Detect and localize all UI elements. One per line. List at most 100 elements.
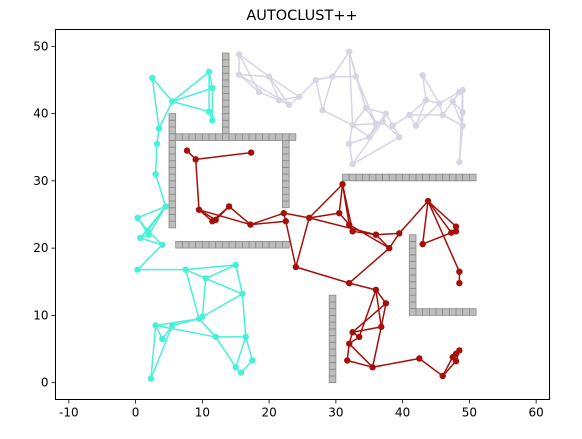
data-point [396, 133, 403, 141]
data-point [212, 216, 219, 224]
edge-line [184, 269, 200, 319]
data-point [459, 109, 466, 116]
obstacle-cell [175, 241, 183, 249]
data-point [346, 279, 353, 287]
obstacle-cell [408, 267, 417, 276]
obstacle-cell [221, 241, 230, 249]
edge-line [201, 278, 207, 317]
data-point [152, 322, 159, 329]
obstacle-cell [168, 167, 177, 175]
edge-line [352, 124, 370, 138]
obstacle-cell [408, 254, 417, 262]
data-point [265, 73, 273, 80]
obstacle-cell [221, 126, 230, 135]
data-point [346, 140, 353, 148]
x-tick-label: -10 [59, 406, 79, 420]
edge-line [322, 109, 353, 126]
data-point [319, 107, 326, 114]
data-point [346, 221, 353, 228]
obstacle-cell [328, 315, 337, 323]
y-tick-label: 10 [33, 308, 48, 322]
obstacle-cell [282, 241, 290, 249]
data-point [205, 68, 213, 76]
data-point [209, 84, 216, 92]
data-point [349, 121, 356, 129]
obstacle-cell [242, 133, 250, 141]
data-point [439, 372, 446, 380]
obstacle-cell [282, 160, 290, 168]
obstacle-cell [448, 173, 457, 182]
edge-line [140, 237, 163, 246]
obstacle-cell [208, 241, 217, 249]
edge-line [215, 336, 237, 368]
edge-line [150, 325, 157, 379]
data-point [147, 375, 155, 382]
data-point [372, 120, 380, 127]
x-tick-label: 0 [132, 406, 140, 420]
obstacle-cell [255, 133, 263, 141]
data-point [396, 230, 403, 237]
obstacle-cell [221, 93, 230, 101]
obstacles [168, 52, 477, 384]
obstacle-cell [468, 308, 477, 316]
edge-line [201, 293, 243, 318]
data-point [459, 86, 466, 94]
obstacle-cell [215, 241, 223, 249]
edge-line [235, 336, 247, 368]
obstacle-cell [221, 59, 230, 67]
obstacle-cell [248, 133, 257, 141]
obstacle-cell [328, 335, 337, 343]
obstacle-cell [408, 274, 417, 283]
data-point [389, 122, 396, 129]
obstacle-cell [168, 119, 177, 128]
data-point [339, 181, 346, 188]
data-point [378, 323, 385, 331]
obstacle-cell [382, 173, 390, 182]
obstacle-cell [168, 187, 177, 195]
edge-line [421, 75, 427, 101]
edge-line [438, 91, 460, 105]
edge-line [380, 303, 387, 327]
data-point [439, 111, 446, 119]
obstacle-cell [455, 308, 464, 316]
edge-line [268, 75, 300, 98]
x-tick-label: 20 [261, 406, 276, 420]
edge-line [427, 200, 457, 228]
x-axis: -10 0 10 20 30 40 50 60 [59, 399, 544, 420]
data-point [134, 214, 141, 222]
edge-line [375, 289, 383, 327]
data-point [285, 101, 293, 109]
obstacle-cell [435, 173, 444, 182]
obstacle-cell [408, 241, 417, 249]
edge-line [238, 54, 260, 93]
obstacle-cell [221, 106, 230, 114]
obstacle-cell [282, 153, 290, 162]
obstacle-cell [195, 133, 203, 141]
obstacle-cell [282, 193, 290, 202]
data-point [449, 98, 456, 105]
edge-line [155, 324, 216, 338]
edge-line [372, 357, 420, 368]
obstacle-cell [408, 308, 417, 316]
data-point [182, 266, 189, 273]
data-point [195, 315, 203, 322]
edge-line [245, 336, 254, 361]
obstacle-cell [408, 294, 417, 303]
edge-line [442, 114, 464, 127]
edge-line [421, 200, 429, 245]
edge-line [194, 159, 200, 210]
data-point [205, 108, 213, 115]
data-point [424, 197, 432, 205]
obstacle-cell [221, 119, 230, 128]
data-point [452, 228, 460, 235]
data-point [349, 329, 356, 336]
data-point [459, 122, 466, 129]
data-point [235, 51, 243, 58]
data-point [242, 333, 249, 341]
obstacle-cell [168, 126, 177, 135]
edge-line [382, 121, 400, 138]
data-point [346, 340, 353, 347]
obstacle-cell [221, 113, 230, 121]
obstacle-cell [342, 173, 350, 182]
